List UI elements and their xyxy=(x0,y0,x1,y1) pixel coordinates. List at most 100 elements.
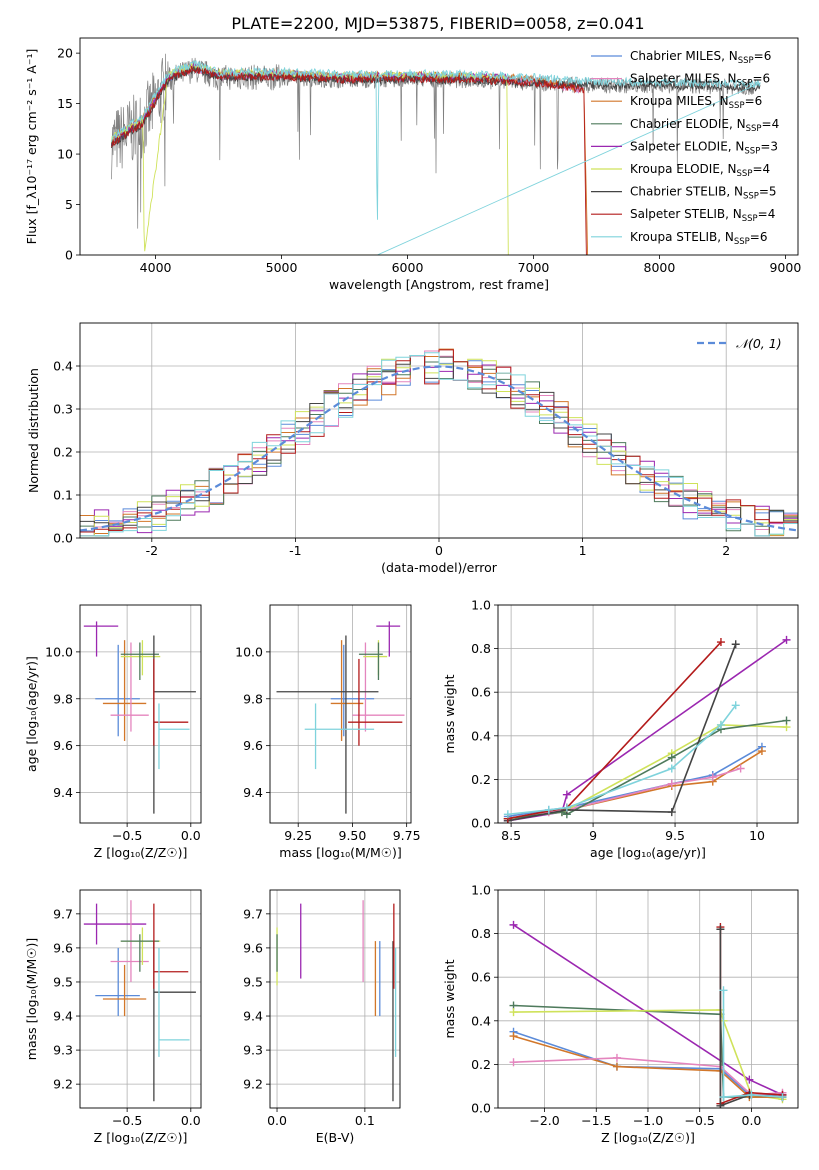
plot-spectrum: 4000 5000 6000 7000 8000 9000 0 5 10 15 20 waveleng… xyxy=(24,37,801,292)
x-tick-label: 10 xyxy=(749,828,765,843)
plot-area xyxy=(509,920,787,1108)
y-tick-label: 9.6 xyxy=(243,940,263,955)
legend-entry-4: Salpeter ELODIE, NSSP=3 xyxy=(630,139,778,156)
y-tick-label: 10 xyxy=(57,147,73,162)
plot-weight-vs-age: 8.5 9 9.5 10 0.0 0.2 0.4 0.6 0.8 1.0 age [log₁₀(ag… xyxy=(442,598,799,860)
x-tick-label: 8000 xyxy=(644,260,676,275)
y-tick-label: 9.5 xyxy=(53,974,73,989)
weight-marker xyxy=(716,925,725,934)
legend-label: Kroupa ELODIE, N xyxy=(630,162,737,176)
legend-entry-7: Salpeter STELIB, NSSP=4 xyxy=(630,207,775,224)
y-tick-label: 0.8 xyxy=(471,641,491,656)
legend-label-subscript: SSP xyxy=(729,101,745,111)
y-tick-label: 0.4 xyxy=(53,359,73,374)
error-point-3 xyxy=(110,642,149,732)
legend-label-subscript: SSP xyxy=(734,237,750,247)
weight-marker xyxy=(612,1053,621,1062)
weight-marker xyxy=(782,716,791,725)
y-tick-label: 5 xyxy=(65,197,73,212)
error-point-8 xyxy=(158,703,190,770)
y-tick-label: 9.2 xyxy=(53,1077,73,1092)
x-tick-label: 9 xyxy=(589,828,597,843)
weight-marker xyxy=(562,790,571,799)
x-tick-label: 9.75 xyxy=(393,828,421,843)
legend-label: Salpeter MILES, N xyxy=(630,72,737,86)
error-point-2 xyxy=(330,640,364,741)
x-tick-label: -1 xyxy=(289,543,301,558)
weight-marker xyxy=(716,638,725,647)
weight-line-2 xyxy=(507,750,763,820)
weight-marker xyxy=(719,1093,728,1102)
x-tick-label: −0.5 xyxy=(685,1113,715,1128)
error-point-5 xyxy=(120,642,159,681)
legend-entry-normal: 𝒩(0, 1) xyxy=(736,336,782,351)
axes-frame xyxy=(79,889,202,1109)
x-axis-label: age [log₁₀(age/yr)] xyxy=(590,845,706,860)
x-tick-label: 1 xyxy=(579,543,587,558)
y-tick-label: 0.2 xyxy=(471,772,491,787)
weight-marker xyxy=(757,747,766,756)
figure-title: PLATE=2200, MJD=53875, FIBERID=0058, z=0… xyxy=(231,14,644,33)
x-tick-label: −1.5 xyxy=(581,1113,611,1128)
error-point-4 xyxy=(363,640,388,676)
y-tick-label: 0.4 xyxy=(471,728,491,743)
x-tick-label: 9.50 xyxy=(339,828,367,843)
axes-frame xyxy=(79,37,799,256)
error-point-1 xyxy=(95,947,140,1017)
normal-curve-line xyxy=(80,365,798,532)
weight-line-7 xyxy=(507,641,722,820)
weight-marker xyxy=(731,701,740,710)
plot-weight-vs-Z: −2.0 −1.5 −1.0 −0.5 0.0 0.0 0.2 0.4 0.6 0.8 1.0 Z [… xyxy=(442,883,799,1145)
y-tick-label: 9.4 xyxy=(53,1009,73,1024)
legend-label-tail: =4 xyxy=(758,207,776,221)
x-tick-label: −2.0 xyxy=(529,1113,559,1128)
weight-marker xyxy=(782,635,791,644)
y-tick-label: 0.6 xyxy=(471,970,491,985)
weight-marker xyxy=(708,773,717,782)
legend-label-tail: =6 xyxy=(754,49,772,63)
plot-area xyxy=(83,900,196,1102)
weight-marker xyxy=(667,753,676,762)
y-tick-label: 0.4 xyxy=(471,1013,491,1028)
plot-age-vs-mass: 9.25 9.50 9.75 9.4 9.6 9.8 10.0 mass [log₁₀(M/M… xyxy=(235,604,421,860)
weight-line-6 xyxy=(507,643,737,822)
legend-label-subscript: SSP xyxy=(737,169,753,179)
x-axis-label: Z [log₁₀(Z/Z☉)] xyxy=(601,1130,695,1145)
error-point-0 xyxy=(83,903,147,945)
error-point-1 xyxy=(330,644,375,737)
legend-label: Salpeter STELIB, N xyxy=(630,207,742,221)
plot-area xyxy=(83,621,196,814)
weight-line-3 xyxy=(507,767,741,820)
x-tick-label: 0.0 xyxy=(181,828,201,843)
legend-label-subscript: SSP xyxy=(743,192,759,202)
error-point-6 xyxy=(153,635,196,814)
weight-marker xyxy=(612,1062,621,1071)
weight-marker xyxy=(736,764,745,773)
weight-line-8 xyxy=(507,704,737,816)
x-tick-label: 0 xyxy=(435,543,443,558)
legend-label: Chabrier STELIB, N xyxy=(630,185,743,199)
y-axis-label: age [log₁₀(age/yr)] xyxy=(24,656,39,772)
legend-label-tail: =4 xyxy=(762,117,780,131)
error-point-8 xyxy=(158,947,190,1057)
error-point-6 xyxy=(153,941,196,1102)
legend-label-subscript: SSP xyxy=(742,214,758,224)
weight-marker xyxy=(716,1101,725,1108)
plot-mass-vs-EBV: 0.0 0.1 9.2 9.3 9.4 9.5 9.6 9.7 E(B-V) xyxy=(243,889,401,1145)
legend-label-subscript: SSP xyxy=(746,124,762,134)
legend-label-tail: =6 xyxy=(745,94,763,108)
y-tick-label: 10.0 xyxy=(45,644,73,659)
y-axis-label: Normed distribution xyxy=(26,368,41,493)
y-tick-label: 9.5 xyxy=(243,974,263,989)
y-tick-label: 9.4 xyxy=(53,785,73,800)
axes-frame xyxy=(79,322,799,539)
legend-label-tail: =3 xyxy=(760,139,778,153)
y-tick-label: 0 xyxy=(65,248,73,263)
y-tick-label: 9.7 xyxy=(53,906,73,921)
weight-marker xyxy=(747,1090,756,1099)
error-point-5 xyxy=(120,934,159,972)
x-tick-label: -2 xyxy=(146,543,158,558)
y-tick-label: 0.8 xyxy=(471,926,491,941)
x-tick-label: 9.25 xyxy=(284,828,312,843)
y-tick-label: 9.3 xyxy=(243,1043,263,1058)
